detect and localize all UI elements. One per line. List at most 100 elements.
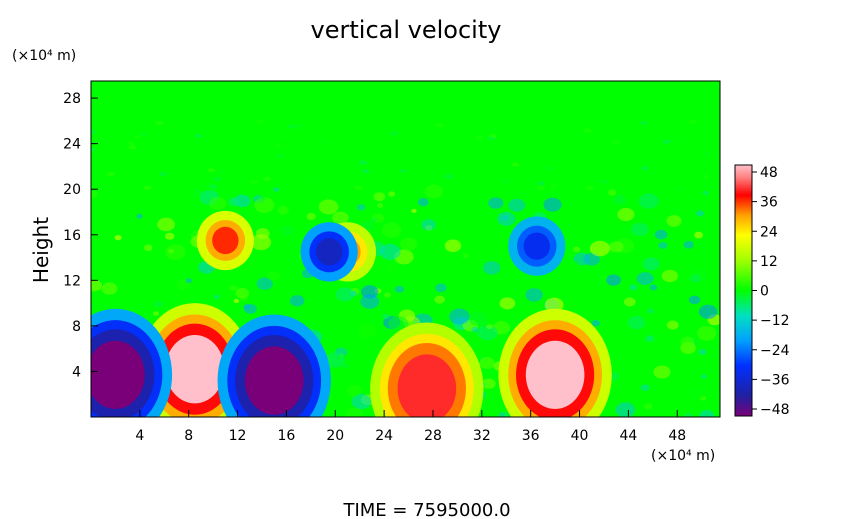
x-tick-label: 28 [424,428,442,444]
turbulence-cell [230,285,238,291]
x-axis: 4 8 12 16 20 24 28 32 36 40 44 48 [135,410,686,444]
feature-cell [91,340,145,410]
chart-title: vertical velocity [311,16,502,44]
turbulence-cell [382,313,390,320]
x-tick-label: 32 [473,428,491,444]
turbulence-cell [335,287,355,302]
turbulence-cell [658,241,668,249]
colorbar-tick-label: 48 [760,165,778,181]
turbulence-cell [208,184,217,189]
turbulence-cell [631,222,649,237]
turbulence-cell [689,119,698,124]
turbulence-cell [281,134,290,139]
colorbar-tick-label: −36 [760,372,790,388]
turbulence-cell [694,231,703,239]
turbulence-cell [661,269,678,283]
colorbar-tick-label: 0 [760,284,769,300]
turbulence-cell [213,176,222,181]
x-tick-label: 36 [522,428,540,444]
turbulence-cell [91,147,96,152]
turbulence-cell [321,139,330,144]
y-tick-label: 8 [72,319,81,335]
turbulence-cell [273,143,282,148]
turbulence-cell [623,297,636,307]
turbulence-cell [589,240,610,257]
turbulence-cell [636,272,654,286]
turbulence-cell [399,168,408,173]
turbulence-cell [388,191,396,197]
feature-cell [523,232,550,260]
turbulence-cell [123,161,132,166]
turbulence-cell [545,166,554,171]
turbulence-cell [136,213,143,219]
turbulence-cell [388,315,409,332]
turbulence-cell [674,138,683,143]
turbulence-cell [165,244,186,260]
turbulence-cell [276,153,285,158]
turbulence-cell [435,283,447,293]
turbulence-cell [143,185,152,190]
turbulence-cell [500,215,509,221]
turbulence-cell [583,252,600,266]
turbulence-cell [159,172,168,177]
turbulence-cell [444,239,462,253]
turbulence-cell [91,304,94,309]
turbulence-cell [683,240,694,249]
turbulence-cell [289,295,305,307]
feature-cell [165,334,225,404]
turbulence-cell [611,140,620,145]
turbulence-cell [277,205,289,215]
turbulence-cell [649,284,658,291]
turbulence-cell [338,353,344,358]
turbulence-cell [702,190,709,196]
turbulence-cell [482,378,496,389]
feature-cell [525,340,585,410]
turbulence-cell [701,374,707,379]
turbulence-cell [638,193,659,209]
x-tick-label: 24 [375,428,393,444]
turbulence-cell [537,181,546,186]
turbulence-cell [629,284,638,291]
turbulence-cell [165,232,175,240]
turbulence-cell [600,274,607,280]
turbulence-cell [250,234,272,251]
turbulence-cell [640,121,649,126]
turbulence-cell [567,260,581,271]
y-tick-label: 16 [63,228,81,244]
turbulence-cell [386,264,395,271]
colorbar-tick-label: −48 [760,402,790,418]
turbulence-cell [360,285,379,299]
turbulence-cell [697,325,717,341]
x-tick-label: 48 [668,428,686,444]
feature-layer [91,210,612,417]
turbulence-cell [703,151,712,156]
turbulence-cell [342,363,349,369]
turbulence-cell [273,187,279,192]
y-tick-label: 12 [63,273,81,289]
turbulence-cell [654,229,668,240]
turbulence-cell [361,169,370,174]
turbulence-cell [525,288,543,302]
turbulence-cell [296,123,305,128]
x-tick-label: 40 [571,428,589,444]
turbulence-cell [280,225,295,237]
turbulence-cell [447,123,456,128]
turbulence-cell [662,139,671,144]
turbulence-cell [640,166,649,171]
turbulence-cell [543,197,562,212]
turbulence-cell [674,187,683,192]
turbulence-cell [536,186,545,191]
turbulence-cell [305,179,314,184]
turbulence-cell [214,294,220,299]
turbulence-cell [511,162,520,167]
turbulence-cell [686,385,706,401]
x-tick-label: 4 [135,428,144,444]
y-tick-label: 4 [72,364,81,380]
x-tick-label: 8 [184,428,193,444]
turbulence-cell [613,194,627,205]
colorbar-tick-label: 36 [760,195,778,211]
turbulence-cell [486,324,493,330]
plot-frame [90,80,721,418]
turbulence-cell [615,402,636,417]
